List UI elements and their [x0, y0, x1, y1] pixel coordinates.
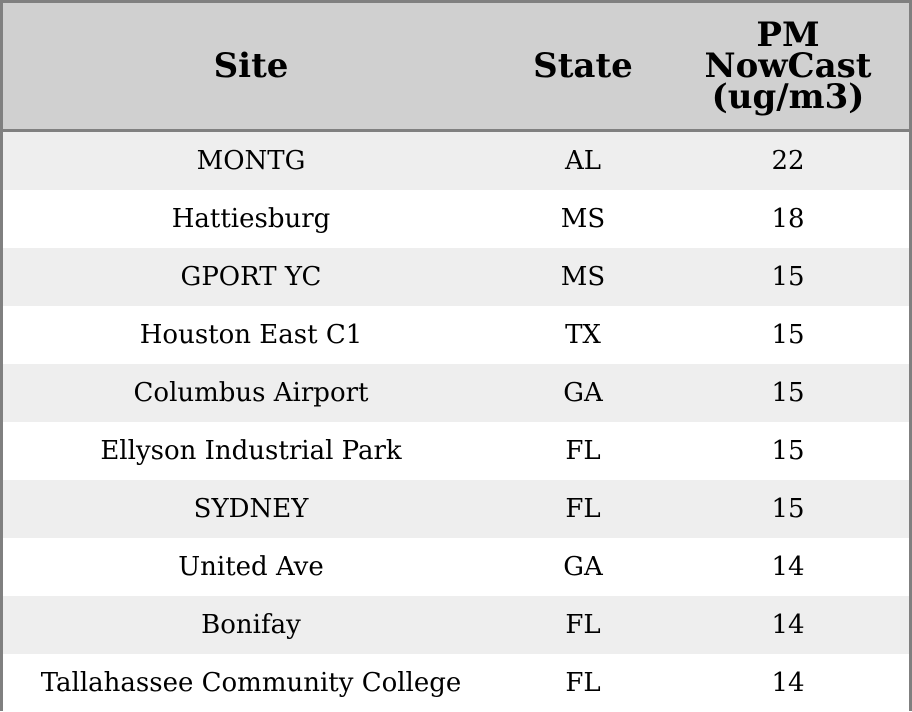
cell-site: GPORT YC: [180, 262, 322, 292]
header-pm-line2: NowCast: [704, 45, 872, 86]
cell-site: MONTG: [196, 146, 306, 176]
header-state: State: [533, 45, 633, 86]
header-pm-line1: PM: [756, 14, 820, 55]
table-body: MONTG AL 22 Hattiesburg MS 18 GPORT YC MS 15 Hous…: [3, 132, 909, 712]
cell-site: Hattiesburg: [171, 204, 331, 234]
cell-pm-nowcast: 18: [771, 204, 805, 234]
cell-pm-nowcast: 14: [771, 610, 805, 640]
cell-pm-nowcast: 15: [771, 436, 805, 466]
table-row: Columbus Airport GA 15: [3, 364, 909, 422]
table-row: Bonifay FL 14: [3, 596, 909, 654]
table-row: Tallahassee Community College FL 14: [3, 654, 909, 712]
cell-state: MS: [560, 262, 606, 292]
cell-state: FL: [565, 494, 601, 524]
header-pm-line3: (ug/m3): [711, 76, 865, 117]
cell-site: SYDNEY: [193, 494, 309, 524]
table-header-row: Site State PM NowCast (ug/m3): [3, 3, 909, 132]
table-row: Ellyson Industrial Park FL 15: [3, 422, 909, 480]
cell-pm-nowcast: 15: [771, 378, 805, 408]
cell-site: Columbus Airport: [133, 378, 369, 408]
table-row: Houston East C1 TX 15: [3, 306, 909, 364]
cell-site: United Ave: [178, 552, 324, 582]
cell-state: GA: [563, 552, 603, 582]
header-pm-nowcast: PM NowCast (ug/m3): [667, 3, 909, 129]
cell-pm-nowcast: 14: [771, 668, 805, 698]
cell-pm-nowcast: 15: [771, 494, 805, 524]
cell-state: GA: [563, 378, 603, 408]
cell-site: Houston East C1: [139, 320, 363, 350]
cell-pm-nowcast: 15: [771, 262, 805, 292]
cell-state: MS: [560, 204, 606, 234]
table-row: United Ave GA 14: [3, 538, 909, 596]
cell-site: Bonifay: [201, 610, 301, 640]
cell-site: Tallahassee Community College: [40, 668, 462, 698]
cell-state: FL: [565, 436, 601, 466]
cell-site: Ellyson Industrial Park: [100, 436, 402, 466]
table-row: GPORT YC MS 15: [3, 248, 909, 306]
cell-state: FL: [565, 668, 601, 698]
cell-state: TX: [565, 320, 601, 350]
table-row: Hattiesburg MS 18: [3, 190, 909, 248]
cell-state: AL: [564, 146, 602, 176]
table-row: SYDNEY FL 15: [3, 480, 909, 538]
cell-pm-nowcast: 15: [771, 320, 805, 350]
cell-pm-nowcast: 22: [771, 146, 805, 176]
header-site: Site: [213, 45, 289, 86]
table-row: MONTG AL 22: [3, 132, 909, 190]
cell-state: FL: [565, 610, 601, 640]
cell-pm-nowcast: 14: [771, 552, 805, 582]
